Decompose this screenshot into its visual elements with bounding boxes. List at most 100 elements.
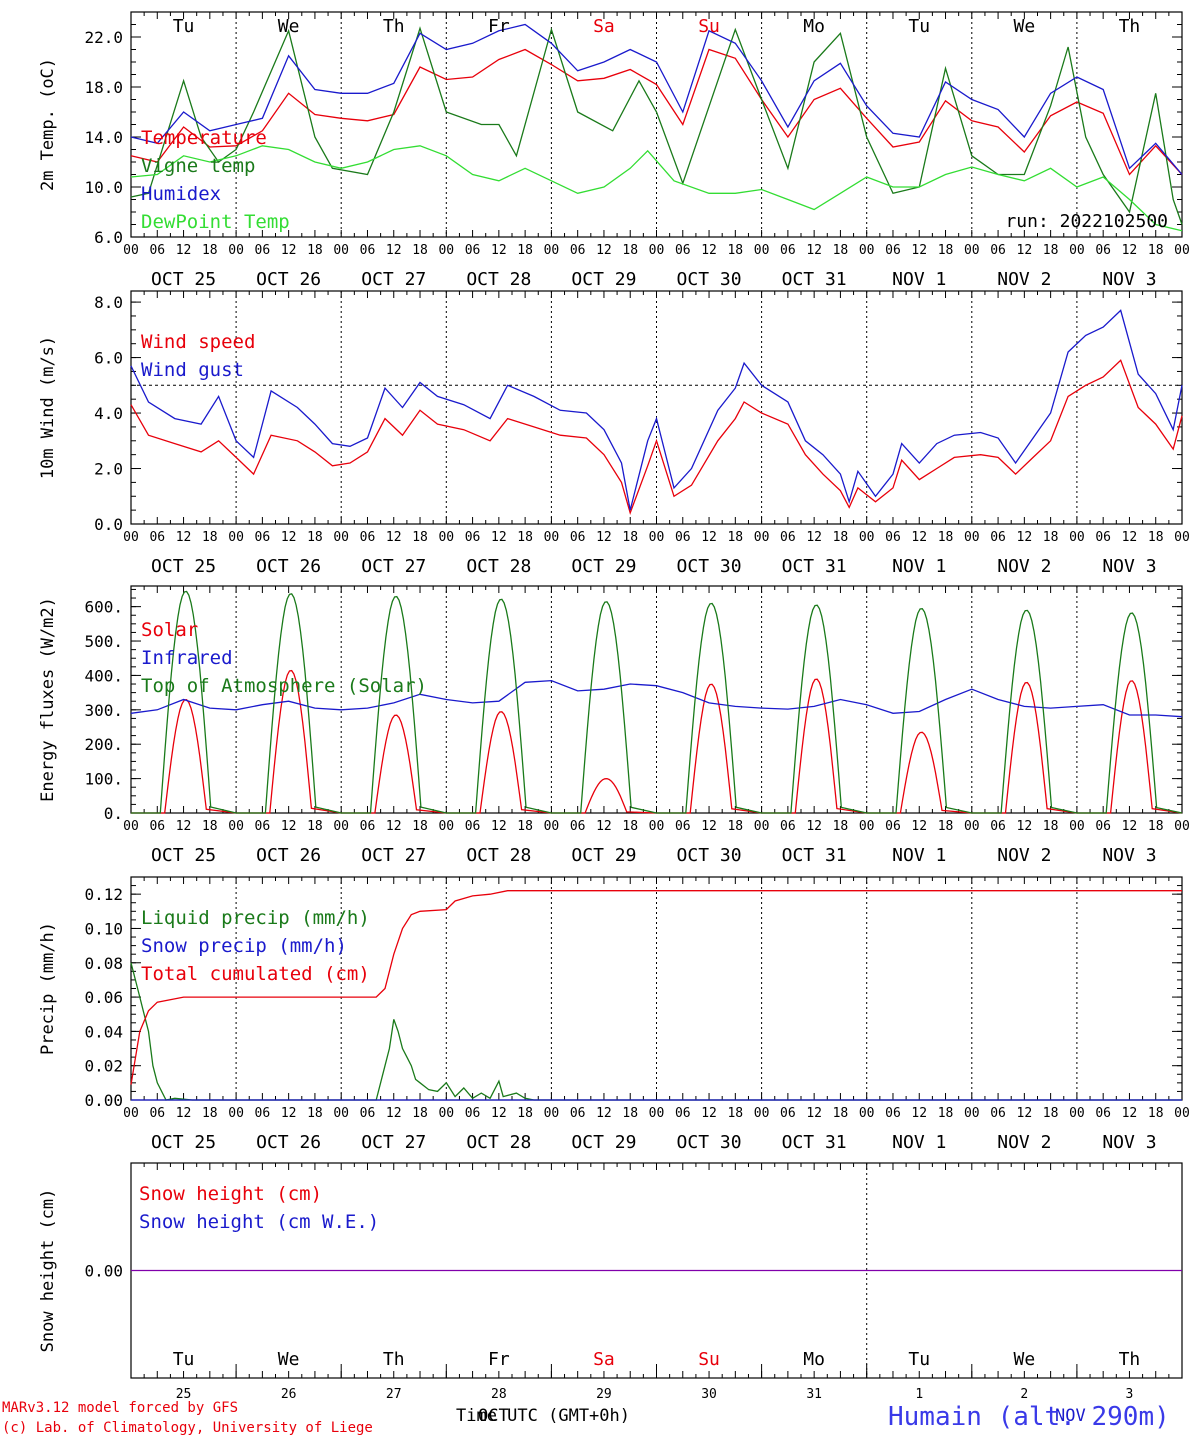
panel-temp: 2m Temp. (oC) — [38, 11, 1183, 238]
x-hour-label: 12 — [701, 819, 717, 834]
x-hour-label: 06 — [990, 819, 1006, 834]
y-tick-label: 0.04 — [84, 1022, 123, 1041]
day-number-label: 28 — [491, 1387, 507, 1402]
x-hour-label: 00 — [859, 243, 875, 258]
x-hour-label: 12 — [281, 819, 297, 834]
x-hour-label: 00 — [544, 819, 560, 834]
x-hour-label: 18 — [1148, 819, 1164, 834]
x-hour-label: 00 — [649, 1106, 665, 1121]
x-date-label: OCT 29 — [571, 269, 636, 290]
x-hour-label: 12 — [386, 1106, 402, 1121]
day-number-label: 29 — [596, 1387, 612, 1402]
x-hour-label: 18 — [1148, 1106, 1164, 1121]
x-hour-label: 00 — [754, 243, 770, 258]
x-date-label: OCT 27 — [361, 556, 426, 577]
x-hour-label: 12 — [596, 530, 612, 545]
x-hour-label: 06 — [885, 819, 901, 834]
y-tick-label: 600. — [84, 598, 123, 617]
x-hour-label: 18 — [412, 530, 428, 545]
series-line-temperature — [130, 48, 1183, 176]
day-of-week-label: Tu — [173, 1349, 195, 1370]
day-of-week-label: Su — [698, 16, 720, 37]
x-hour-label: 18 — [833, 1106, 849, 1121]
x-hour-label: 12 — [281, 530, 297, 545]
day-of-week-label: We — [278, 16, 300, 37]
x-date-label: OCT 25 — [151, 269, 216, 290]
series-line-total-cumulated-cm- — [130, 890, 1182, 1085]
x-date-label: NOV 2 — [997, 845, 1051, 866]
y-tick-label: 500. — [84, 632, 123, 651]
x-hour-label: 06 — [255, 1106, 271, 1121]
y-tick-label: 8.0 — [94, 293, 123, 312]
x-hour-label: 12 — [176, 243, 192, 258]
x-date-label: OCT 31 — [782, 845, 847, 866]
y-tick-label: 10.0 — [84, 178, 123, 197]
x-hour-label: 00 — [544, 1106, 560, 1121]
y-tick-label: 0.00 — [84, 1262, 123, 1281]
x-hour-label: 00 — [964, 530, 980, 545]
x-hour-label: 18 — [938, 243, 954, 258]
y-tick-label: 18.0 — [84, 78, 123, 97]
x-hour-label: 18 — [622, 1106, 638, 1121]
x-hour-label: 00 — [1174, 1106, 1190, 1121]
x-hour-label: 18 — [202, 243, 218, 258]
x-hour-label: 12 — [911, 530, 927, 545]
y-tick-label: 6.0 — [94, 228, 123, 247]
x-hour-label: 12 — [911, 819, 927, 834]
x-hour-label: 12 — [1017, 819, 1033, 834]
x-hour-label: 18 — [938, 530, 954, 545]
x-date-label: NOV 3 — [1102, 269, 1156, 290]
day-of-week-label: We — [278, 1349, 300, 1370]
legend-entry: Wind speed — [141, 331, 255, 353]
x-date-label: OCT 29 — [571, 845, 636, 866]
legend-entry: Total cumulated (cm) — [141, 963, 370, 985]
x-hour-label: 06 — [990, 530, 1006, 545]
x-hour-label: 12 — [386, 819, 402, 834]
x-hour-label: 12 — [806, 530, 822, 545]
day-of-week-label: Tu — [908, 16, 930, 37]
x-hour-label: 18 — [517, 819, 533, 834]
x-hour-label: 06 — [675, 1106, 691, 1121]
x-hour-label: 00 — [754, 1106, 770, 1121]
x-date-label: OCT 27 — [361, 1132, 426, 1153]
x-hour-label: 00 — [228, 243, 244, 258]
panel-precip: Precip (mm/h) — [38, 876, 1183, 1101]
x-hour-label: 06 — [675, 243, 691, 258]
model-credit: MARv3.12 model forced by GFS — [2, 1400, 239, 1416]
x-hour-label: 12 — [491, 530, 507, 545]
x-hour-label: 18 — [727, 1106, 743, 1121]
y-axis-label: 2m Temp. (oC) — [38, 58, 58, 191]
x-date-label: NOV 1 — [892, 1132, 946, 1153]
x-hour-label: 00 — [544, 243, 560, 258]
day-of-week-label: Mo — [803, 16, 825, 37]
y-tick-label: 22.0 — [84, 28, 123, 47]
x-hour-label: 18 — [1148, 243, 1164, 258]
x-hour-label: 00 — [438, 243, 454, 258]
x-date-label: OCT 30 — [677, 1132, 742, 1153]
x-hour-label: 00 — [438, 530, 454, 545]
x-hour-label: 06 — [570, 1106, 586, 1121]
x-date-label: OCT 26 — [256, 1132, 321, 1153]
series-line-wind-gust — [130, 309, 1183, 511]
x-hour-label: 00 — [1069, 1106, 1085, 1121]
x-hour-label: 18 — [727, 243, 743, 258]
y-tick-label: 0.06 — [84, 988, 123, 1007]
x-hour-label: 00 — [123, 243, 139, 258]
day-of-week-label: We — [1014, 16, 1036, 37]
y-axis-label: Precip (mm/h) — [38, 922, 58, 1055]
x-hour-label: 12 — [491, 819, 507, 834]
x-hour-label: 18 — [1043, 819, 1059, 834]
legend-entry: Top of Atmosphere (Solar) — [141, 675, 427, 697]
x-hour-label: 12 — [596, 1106, 612, 1121]
y-tick-label: 2.0 — [94, 460, 123, 479]
x-date-label: OCT 29 — [571, 1132, 636, 1153]
x-date-label: OCT 30 — [677, 269, 742, 290]
x-hour-label: 06 — [465, 530, 481, 545]
x-hour-label: 12 — [911, 243, 927, 258]
x-date-label: OCT 28 — [466, 269, 531, 290]
x-hour-label: 12 — [806, 1106, 822, 1121]
x-date-label: OCT 25 — [151, 1132, 216, 1153]
x-hour-label: 18 — [517, 530, 533, 545]
y-tick-label: 0.02 — [84, 1057, 123, 1076]
